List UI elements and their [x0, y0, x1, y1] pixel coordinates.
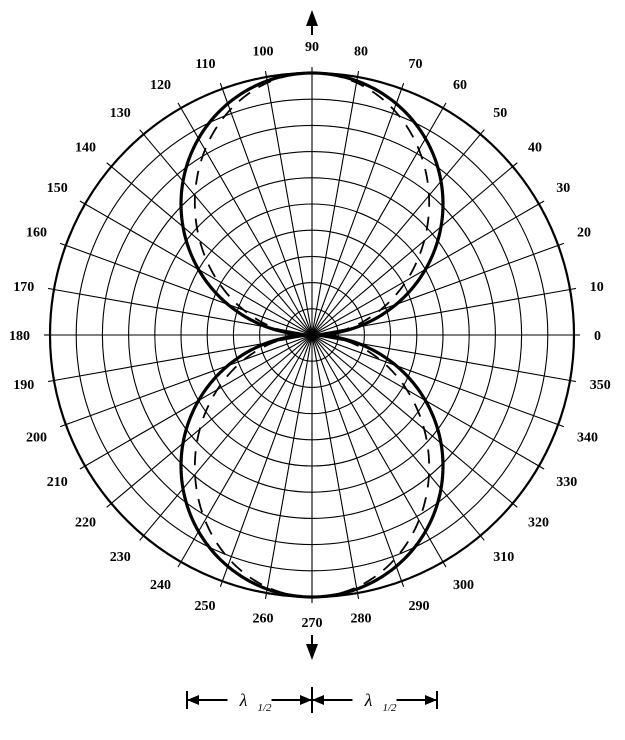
angle-label: 170 [13, 280, 34, 295]
angle-label: 330 [556, 475, 577, 490]
angle-label: 90 [305, 40, 319, 55]
angle-label: 220 [75, 515, 96, 530]
dimension-sub-left: 1/2 [258, 702, 273, 714]
angle-label: 80 [354, 44, 368, 59]
angle-label: 280 [350, 612, 371, 627]
dimension-label-right: λ [364, 690, 373, 710]
angle-label: 140 [75, 141, 96, 156]
angle-label: 70 [408, 57, 422, 72]
angle-label: 120 [150, 78, 171, 93]
angle-label: 260 [253, 612, 274, 627]
angle-label: 180 [9, 329, 30, 344]
angle-label: 10 [590, 280, 604, 295]
dimension-sub-right: 1/2 [383, 702, 398, 714]
angle-label: 190 [13, 378, 34, 393]
angle-label: 230 [110, 550, 131, 565]
angle-label: 200 [26, 430, 47, 445]
angle-label: 310 [493, 550, 514, 565]
angle-label: 350 [590, 378, 611, 393]
angle-label: 340 [577, 430, 598, 445]
dimension-label-left: λ [239, 690, 248, 710]
angle-label: 210 [47, 475, 68, 490]
angle-label: 300 [453, 578, 474, 593]
angle-label: 30 [556, 181, 570, 196]
angle-label: 270 [302, 616, 323, 631]
angle-label: 50 [493, 106, 507, 121]
angle-label: 290 [408, 599, 429, 614]
angle-label: 130 [110, 106, 131, 121]
angle-label: 60 [453, 78, 467, 93]
angle-label: 100 [253, 44, 274, 59]
polar-diagram: 0 10 20 30 40 50 60 70 80 90 100 110 120 130 140 150 160… [0, 0, 625, 740]
angle-label: 320 [528, 515, 549, 530]
angle-label: 150 [47, 181, 68, 196]
angle-label: 40 [528, 141, 542, 156]
angle-label: 240 [150, 578, 171, 593]
angle-label: 0 [594, 329, 601, 344]
angle-label: 160 [26, 226, 47, 241]
angle-label: 250 [195, 599, 216, 614]
angle-label: 110 [195, 57, 215, 72]
angle-label: 20 [577, 226, 591, 241]
